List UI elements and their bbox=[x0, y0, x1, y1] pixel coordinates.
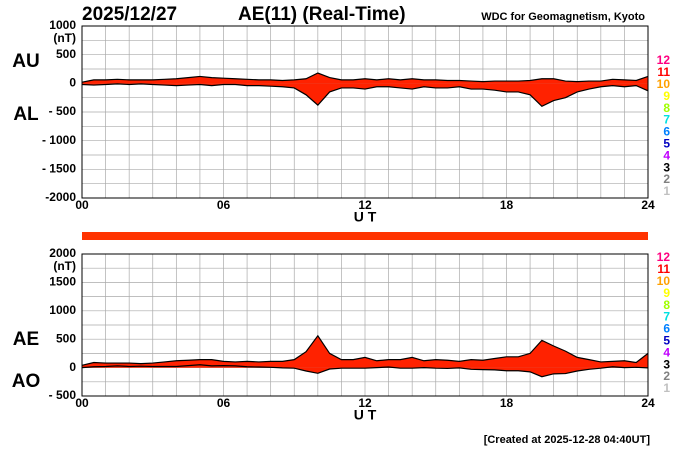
legend-label: 9 bbox=[663, 89, 670, 103]
x-tick-label: 24 bbox=[641, 198, 655, 212]
x-tick-label: 00 bbox=[75, 198, 89, 212]
y-tick-label: 1500 bbox=[49, 275, 76, 289]
legend-label: 6 bbox=[663, 322, 670, 336]
x-tick-label: 00 bbox=[75, 396, 89, 410]
data-availability-bar bbox=[82, 232, 648, 240]
legend-label: 4 bbox=[663, 345, 670, 359]
source: WDC for Geomagnetism, Kyoto bbox=[481, 11, 645, 23]
legend-label: 10 bbox=[657, 77, 671, 91]
x-tick-label: 12 bbox=[358, 396, 372, 410]
series-name: AL bbox=[13, 104, 39, 125]
plot-frame bbox=[81, 25, 649, 199]
area-fill bbox=[82, 335, 648, 368]
y-tick-label: 2000 bbox=[49, 246, 76, 260]
legend-label: 11 bbox=[657, 65, 670, 79]
y-tick-label: 500 bbox=[56, 331, 76, 345]
date: 2025/12/27 bbox=[82, 4, 177, 25]
legend-label: 6 bbox=[663, 125, 670, 139]
y-tick-label: 0 bbox=[69, 76, 76, 90]
legend-label: 8 bbox=[663, 101, 670, 115]
legend-label: 12 bbox=[657, 250, 671, 264]
legend-label: 3 bbox=[663, 357, 670, 371]
y-tick-label: 1000 bbox=[49, 18, 76, 32]
x-tick-label: 24 bbox=[641, 396, 655, 410]
x-tick-label: 18 bbox=[500, 396, 514, 410]
y-tick-label: - 1000 bbox=[42, 133, 76, 147]
legend-label: 2 bbox=[663, 172, 670, 186]
legend-label: 9 bbox=[663, 286, 670, 300]
series-name: AU bbox=[12, 51, 39, 72]
legend-label: 1 bbox=[663, 184, 670, 198]
y-unit: (nT) bbox=[53, 259, 76, 273]
y-tick-label: 500 bbox=[56, 47, 76, 61]
x-tick-label: 12 bbox=[358, 198, 372, 212]
x-axis-label: U T bbox=[354, 209, 377, 225]
legend-label: 7 bbox=[663, 113, 670, 127]
legend-label: 11 bbox=[657, 262, 670, 276]
legend-label: 2 bbox=[663, 369, 670, 383]
y-tick-label: - 1500 bbox=[42, 162, 76, 176]
series-line bbox=[81, 83, 649, 107]
legend-label: 4 bbox=[663, 148, 670, 162]
legend-label: 3 bbox=[663, 160, 670, 174]
area-fill bbox=[82, 83, 648, 107]
series-name: AE bbox=[13, 329, 39, 350]
series-line bbox=[81, 364, 649, 378]
area-fill bbox=[82, 364, 648, 377]
x-axis-label: U T bbox=[354, 407, 377, 423]
x-tick-label: 06 bbox=[217, 198, 231, 212]
y-unit: (nT) bbox=[53, 31, 76, 45]
legend-label: 5 bbox=[663, 136, 670, 150]
series-line bbox=[81, 334, 649, 366]
legend-label: 8 bbox=[663, 298, 670, 312]
legend-label: 12 bbox=[657, 53, 671, 67]
area-fill bbox=[82, 73, 648, 84]
plot-frame bbox=[81, 253, 649, 397]
chart-title: AE(11) (Real-Time) bbox=[238, 4, 406, 25]
y-tick-label: -2000 bbox=[45, 190, 76, 204]
legend-label: 5 bbox=[663, 333, 670, 347]
y-tick-label: - 500 bbox=[49, 388, 77, 402]
legend-label: 10 bbox=[657, 274, 671, 288]
legend-label: 7 bbox=[663, 310, 670, 324]
y-tick-label: 0 bbox=[69, 360, 76, 374]
series-line bbox=[81, 72, 649, 83]
x-tick-label: 06 bbox=[217, 396, 231, 410]
y-tick-label: 1000 bbox=[49, 303, 76, 317]
x-tick-label: 18 bbox=[500, 198, 514, 212]
footer: [Created at 2025-12-28 04:40UT] bbox=[484, 434, 651, 446]
legend-label: 1 bbox=[663, 381, 670, 395]
series-name: AO bbox=[12, 371, 41, 392]
y-tick-label: - 500 bbox=[49, 104, 77, 118]
